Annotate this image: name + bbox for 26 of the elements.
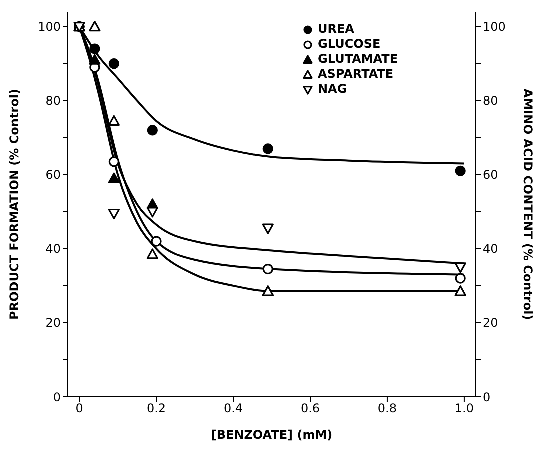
legend-label: GLUCOSE — [318, 37, 381, 52]
x-tick-label: 0.2 — [146, 402, 166, 416]
legend-label: NAG — [318, 82, 348, 97]
x-tick-label: 0.6 — [300, 402, 320, 416]
y2-tick-label: 0 — [483, 390, 491, 404]
x-tick-label: 1.0 — [454, 402, 474, 416]
y2-tick-label: 20 — [483, 316, 498, 330]
y2-tick-label: 40 — [483, 242, 498, 256]
legend-label: GLUTAMATE — [318, 52, 398, 67]
legend-label: ASPARTATE — [318, 67, 394, 82]
y-tick-label: 20 — [46, 316, 61, 330]
y2-axis-title: AMINO ACID CONTENT (% Control) — [520, 88, 535, 320]
y-axis-title: PRODUCT FORMATION (% Control) — [7, 89, 22, 320]
y-tick-label: 100 — [38, 20, 61, 34]
y-tick-label: 60 — [46, 168, 61, 182]
y2-tick-label: 80 — [483, 94, 498, 108]
y2-tick-label: 100 — [483, 20, 506, 34]
x-tick-label: 0.8 — [378, 402, 398, 416]
y-tick-label: 40 — [46, 242, 61, 256]
x-tick-label: 0 — [76, 402, 84, 416]
y-tick-label: 0 — [53, 390, 61, 404]
legend-label: UREA — [318, 22, 354, 37]
x-tick-label: 0.4 — [224, 402, 244, 416]
y-tick-label: 80 — [46, 94, 61, 108]
y2-tick-label: 60 — [483, 168, 498, 182]
x-axis-title: [BENZOATE] (mM) — [211, 428, 333, 442]
